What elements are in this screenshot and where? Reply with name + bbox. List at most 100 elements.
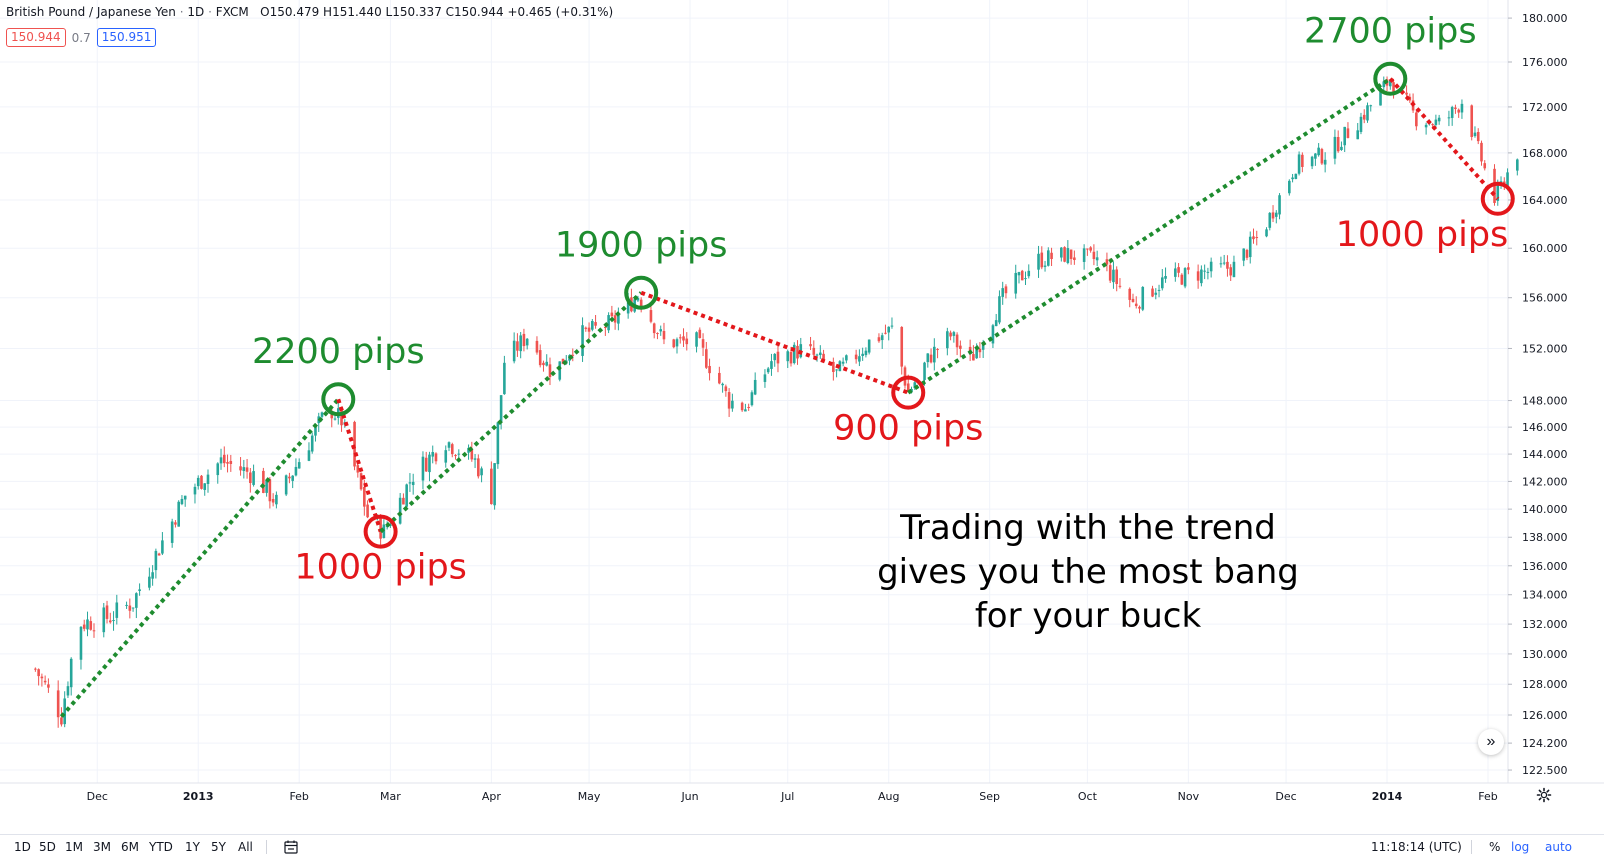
candle-body <box>69 658 73 688</box>
candle-body <box>613 315 617 323</box>
candle-body <box>477 458 480 477</box>
clock-utc[interactable]: 11:18:14 (UTC) <box>1371 840 1462 854</box>
buy-price-button[interactable]: 150.951 <box>96 28 157 47</box>
candle-body <box>434 453 438 462</box>
candle-body <box>1092 251 1096 260</box>
candle-body <box>174 522 177 525</box>
candle-body <box>402 497 405 505</box>
range-1y-button[interactable]: 1Y <box>185 840 200 854</box>
candle-body <box>115 602 119 618</box>
candle-body <box>1138 306 1141 309</box>
candle-body <box>812 347 816 355</box>
candle-body <box>56 690 60 718</box>
swing-high-marker <box>321 382 356 417</box>
range-ytd-button[interactable]: YTD <box>149 840 173 854</box>
candle-body <box>1314 153 1317 159</box>
candle-body <box>82 624 86 629</box>
candle-body <box>493 463 496 506</box>
candle-body <box>1118 285 1122 287</box>
y-tick-label: 168.000 <box>1522 147 1568 160</box>
toolbar-divider <box>1471 840 1472 854</box>
swing-low-marker <box>1480 181 1515 216</box>
candle-body <box>1164 276 1167 279</box>
candle-body <box>92 630 96 632</box>
pips-annotation: 1000 pips <box>1336 215 1509 255</box>
x-tick-label: Jun <box>680 790 698 803</box>
scroll-to-realtime-button[interactable]: » <box>1478 729 1504 755</box>
settings-gear-icon[interactable] <box>1536 787 1552 803</box>
candle-body <box>1020 270 1024 281</box>
candle-body <box>1128 288 1132 300</box>
y-tick-label: 176.000 <box>1522 56 1568 69</box>
candle-body <box>835 369 838 371</box>
range-5d-button[interactable]: 5D <box>39 840 56 854</box>
interval-label[interactable]: 1D <box>187 5 205 19</box>
candle-body <box>161 540 164 554</box>
candle-body <box>1196 271 1200 281</box>
candle-body <box>1301 154 1304 167</box>
candle-body <box>1252 236 1255 240</box>
candle-body <box>744 409 747 412</box>
y-tick-label: 146.000 <box>1522 421 1568 434</box>
candle-body <box>249 472 252 484</box>
symbol-name[interactable]: British Pound / Japanese Yen <box>6 5 176 19</box>
candle-body <box>47 684 50 688</box>
chart-caption-line: for your buck <box>975 596 1202 636</box>
calendar-icon[interactable] <box>283 839 299 858</box>
candle-body <box>946 331 949 349</box>
range-6m-button[interactable]: 6M <box>121 840 139 854</box>
candle-body <box>379 517 382 539</box>
candle-body <box>522 333 526 347</box>
candle-body <box>239 466 242 471</box>
percent-scale-button[interactable]: % <box>1489 840 1501 854</box>
y-tick-label: 138.000 <box>1522 531 1568 544</box>
range-1d-button[interactable]: 1D <box>14 840 31 854</box>
candle-body <box>1063 247 1066 262</box>
candle-body <box>490 468 493 505</box>
auto-scale-button[interactable]: auto <box>1545 840 1573 854</box>
candle-body <box>933 346 936 363</box>
sell-price-button[interactable]: 150.944 <box>6 28 66 47</box>
candle-body <box>1089 247 1092 251</box>
candle-body <box>1457 109 1460 113</box>
swing-high-marker <box>624 275 659 310</box>
candle-body <box>1174 268 1177 277</box>
price-chart[interactable]: 122.500 124.200 126.000 128.000 130.000 132.0… <box>0 0 1604 834</box>
candle-body <box>672 339 676 348</box>
candle-body <box>929 354 933 363</box>
x-tick-label: Feb <box>289 790 308 803</box>
x-tick-label: Oct <box>1078 790 1098 803</box>
candle-body <box>444 450 448 463</box>
candle-body <box>594 322 597 326</box>
candle-body <box>102 607 106 633</box>
y-tick-label: 148.000 <box>1522 395 1568 408</box>
candle-body <box>480 468 483 476</box>
candle-body <box>607 315 610 331</box>
candle-body <box>525 338 529 346</box>
candle-body <box>398 497 402 524</box>
log-scale-button[interactable]: log <box>1511 840 1530 854</box>
candle-body <box>1415 112 1418 127</box>
candle-body <box>503 362 506 395</box>
candle-body <box>708 365 711 374</box>
candle-body <box>1069 249 1073 259</box>
y-tick-label: 132.000 <box>1522 618 1568 631</box>
candle-body <box>63 698 66 725</box>
candle-body <box>656 333 659 335</box>
candle-body <box>1105 259 1109 265</box>
swing-low-marker <box>891 375 926 410</box>
candle-body <box>952 332 956 336</box>
range-5y-button[interactable]: 5Y <box>211 840 226 854</box>
candle-body <box>819 352 822 356</box>
range-3m-button[interactable]: 3M <box>93 840 111 854</box>
candle-body <box>128 605 132 611</box>
candle-body <box>1359 116 1363 132</box>
candle-body <box>1203 270 1206 272</box>
candle-body <box>776 351 780 364</box>
candle-body <box>936 349 939 351</box>
candle-body <box>900 327 904 367</box>
candle-body <box>1086 248 1089 250</box>
candle-body <box>1160 277 1164 289</box>
range-all-button[interactable]: All <box>238 840 253 854</box>
range-1m-button[interactable]: 1M <box>65 840 83 854</box>
